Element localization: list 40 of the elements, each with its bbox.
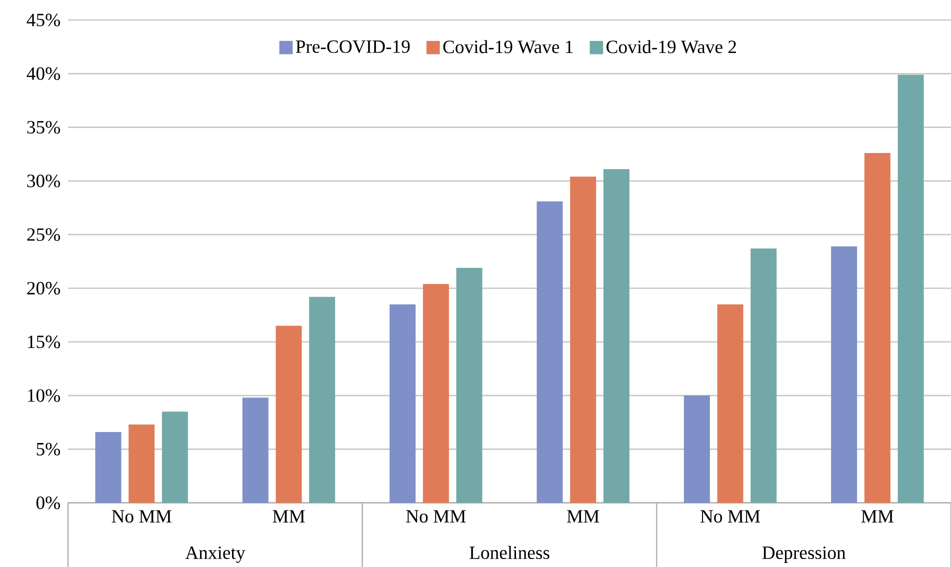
y-tick-label: 25% xyxy=(27,228,60,241)
y-tick-label: 0% xyxy=(36,496,60,510)
bar xyxy=(276,326,302,503)
x-tick-label: No MM xyxy=(112,510,172,523)
text: Depression xyxy=(762,546,846,563)
bar xyxy=(717,304,744,503)
bar xyxy=(95,432,122,503)
legend-label: Pre-COVID-19 xyxy=(296,40,410,54)
bar xyxy=(242,398,268,503)
bar xyxy=(684,396,710,503)
y-tick-label: 15% xyxy=(28,336,60,348)
x-tick-label: No MM xyxy=(700,510,760,523)
legend-label: Covid-19 Wave 1 xyxy=(443,40,573,54)
y-tick-label: 20% xyxy=(27,282,60,295)
y-tick-label: 5% xyxy=(36,442,60,456)
y-tick-label: 30% xyxy=(27,174,60,188)
x-tick-label: MM xyxy=(567,510,600,523)
bar xyxy=(603,169,630,503)
x-tick-label: No MM xyxy=(406,510,466,523)
bar xyxy=(536,201,563,503)
text: Loneliness xyxy=(470,546,550,560)
bar xyxy=(898,74,924,503)
bar xyxy=(422,284,449,503)
bar xyxy=(456,268,482,503)
y-tick-label: 10% xyxy=(28,389,60,402)
bar xyxy=(750,248,777,503)
bar xyxy=(309,296,336,503)
bar xyxy=(570,176,596,503)
legend-label: Covid-19 Wave 2 xyxy=(606,40,736,54)
bar xyxy=(128,424,155,503)
text: Anxiety xyxy=(185,546,246,563)
x-tick-label: MM xyxy=(861,510,894,523)
bar xyxy=(831,246,858,503)
bar xyxy=(864,153,890,503)
x-tick-label: MM xyxy=(272,510,305,523)
bar xyxy=(162,412,188,503)
y-tick-label: 35% xyxy=(27,121,60,134)
y-tick-label: 45% xyxy=(26,14,60,26)
bar xyxy=(390,304,416,503)
y-tick-label: 40% xyxy=(26,67,60,80)
